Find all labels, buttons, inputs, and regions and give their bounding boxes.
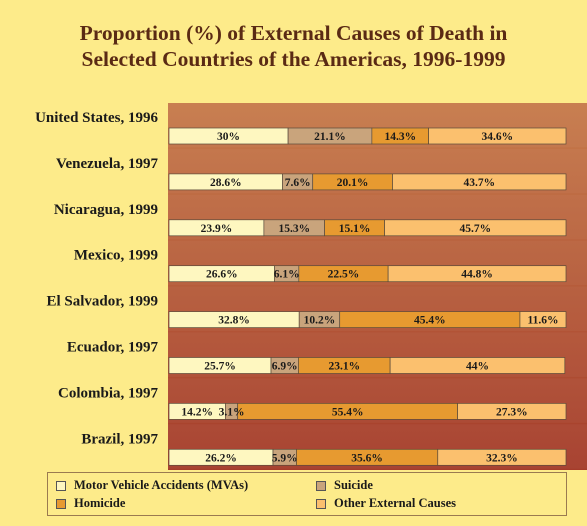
value-label: 15.1% xyxy=(339,223,371,235)
category-label-colombia-1997: Colombia, 1997 xyxy=(58,385,159,401)
bar-other-external-causes-united-states-1996 xyxy=(428,127,567,145)
value-label: 26.6% xyxy=(206,269,238,281)
legend-label-mva: Motor Vehicle Accidents (MVAs) xyxy=(74,478,249,492)
legend-label-suicide: Suicide xyxy=(334,478,373,492)
bar-other-external-causes-nicaragua-1999 xyxy=(384,219,567,237)
value-label: 11.6% xyxy=(527,315,558,327)
stacked-bar-chart: 30% 21.1% 14.3% 34.6% 28.6% 7.6% 20.1% 43.7% 23.… xyxy=(35,103,587,470)
value-label: 14.3% xyxy=(384,131,416,143)
category-label-ecuador-1997: Ecuador, 1997 xyxy=(67,340,159,356)
legend-swatch-homicide xyxy=(56,498,66,509)
legend-label-homicide: Homicide xyxy=(74,496,126,510)
bar-other-external-causes-ecuador-1997 xyxy=(389,357,566,374)
value-label: 32.8% xyxy=(218,315,250,327)
bar-other-external-causes-mexico-1999 xyxy=(387,265,567,283)
legend: Motor Vehicle Accidents (MVAs) Suicide H… xyxy=(47,472,567,516)
bar-other-external-causes-brazil-1997 xyxy=(437,448,567,466)
value-label: 20.1% xyxy=(337,177,369,189)
bar-other-external-causes-colombia-1997 xyxy=(457,403,567,420)
value-label: 27.3% xyxy=(496,406,528,418)
value-label: 23.1% xyxy=(328,361,360,373)
bar-other-external-causes-el-salvador-1999 xyxy=(519,311,567,328)
value-labels: 30% 21.1% 14.3% 34.6% 28.6% 7.6% 20.1% 43.7% 23.… xyxy=(181,131,558,464)
value-label: 45.4% xyxy=(414,315,446,327)
legend-swatch-mva xyxy=(56,480,66,491)
value-label: 5.9% xyxy=(272,452,298,464)
legend-swatch-suicide xyxy=(316,480,326,491)
value-label: 6.9% xyxy=(272,361,298,373)
value-label: 44% xyxy=(466,361,489,373)
legend-item-homicide: Homicide xyxy=(56,496,125,511)
value-label: 6.1% xyxy=(274,269,300,281)
legend-item-suicide: Suicide xyxy=(316,478,373,493)
category-label-united-states-1996: United States, 1996 xyxy=(35,110,158,126)
legend-item-mva: Motor Vehicle Accidents (MVAs) xyxy=(56,478,248,493)
value-label: 44.8% xyxy=(461,269,493,281)
value-label: 3.1% xyxy=(219,406,245,418)
category-label-el-salvador-1999: El Salvador, 1999 xyxy=(46,294,158,310)
value-label: 35.6% xyxy=(351,452,383,464)
legend-label-other: Other External Causes xyxy=(334,496,456,510)
category-label-venezuela-1997: Venezuela, 1997 xyxy=(56,156,158,172)
value-label: 30% xyxy=(217,131,240,143)
value-label: 14.2% xyxy=(181,406,213,418)
value-label: 34.6% xyxy=(482,131,514,143)
value-label: 22.5% xyxy=(328,269,360,281)
value-label: 32.3% xyxy=(486,452,518,464)
legend-item-other: Other External Causes xyxy=(316,496,456,511)
legend-swatch-other xyxy=(316,498,326,509)
value-label: 25.7% xyxy=(204,361,236,373)
value-label: 15.3% xyxy=(278,223,310,235)
category-label-mexico-1999: Mexico, 1999 xyxy=(74,248,158,264)
value-label: 43.7% xyxy=(463,177,495,189)
value-label: 26.2% xyxy=(205,452,237,464)
value-label: 23.9% xyxy=(201,223,233,235)
chart-title: Proportion (%) of External Causes of Dea… xyxy=(79,21,508,71)
category-label-nicaragua-1999: Nicaragua, 1999 xyxy=(54,202,158,218)
value-label: 45.7% xyxy=(459,223,491,235)
value-label: 28.6% xyxy=(210,177,242,189)
category-labels: United States, 1996 Venezuela, 1997 Nicara… xyxy=(35,110,158,447)
value-label: 55.4% xyxy=(332,406,364,418)
value-label: 21.1% xyxy=(314,131,346,143)
value-label: 7.6% xyxy=(285,177,311,189)
bars xyxy=(168,127,567,466)
category-label-brazil-1997: Brazil, 1997 xyxy=(81,431,158,447)
value-label: 10.2% xyxy=(304,315,336,327)
bar-other-external-causes-venezuela-1997 xyxy=(392,173,567,191)
